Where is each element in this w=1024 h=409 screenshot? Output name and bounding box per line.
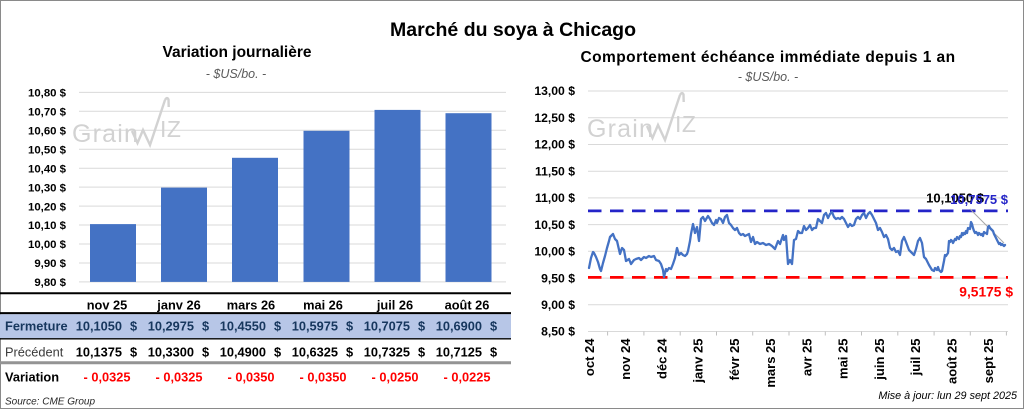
svg-text:$: $ bbox=[202, 345, 209, 360]
svg-text:Comportement échéance immédi: Comportement échéance immédiate depuis 1… bbox=[580, 49, 955, 66]
svg-text:IZ: IZ bbox=[160, 116, 181, 142]
svg-text:9,00 $: 9,00 $ bbox=[541, 298, 575, 312]
svg-text:Mise à jour: lun 29 sept 2025: Mise à jour: lun 29 sept 2025 bbox=[878, 390, 1018, 402]
svg-text:- 0,0250: - 0,0250 bbox=[372, 370, 419, 385]
svg-text:9,80 $: 9,80 $ bbox=[34, 277, 66, 289]
svg-text:Précédent: Précédent bbox=[5, 345, 64, 360]
svg-text:févr 25: févr 25 bbox=[727, 339, 742, 381]
svg-text:9,50 $: 9,50 $ bbox=[541, 271, 575, 285]
svg-text:10,7575 $: 10,7575 $ bbox=[950, 192, 1009, 207]
svg-text:Grain: Grain bbox=[72, 120, 139, 148]
svg-text:10,40 $: 10,40 $ bbox=[28, 163, 67, 175]
svg-text:août 26: août 26 bbox=[445, 298, 490, 313]
svg-text:- 0,0325: - 0,0325 bbox=[84, 370, 131, 385]
svg-text:mai 25: mai 25 bbox=[836, 339, 851, 379]
svg-text:juin 25: juin 25 bbox=[872, 339, 887, 381]
svg-text:10,7125: 10,7125 bbox=[436, 345, 482, 360]
svg-text:oct 24: oct 24 bbox=[582, 338, 597, 376]
svg-text:janv 26: janv 26 bbox=[156, 298, 200, 313]
svg-text:9,5175 $: 9,5175 $ bbox=[959, 285, 1013, 300]
svg-text:9,90 $: 9,90 $ bbox=[34, 258, 66, 270]
svg-text:Variation: Variation bbox=[5, 370, 59, 385]
svg-text:$: $ bbox=[490, 345, 497, 360]
svg-text:10,4900: 10,4900 bbox=[220, 345, 266, 360]
svg-text:10,3300: 10,3300 bbox=[148, 345, 194, 360]
svg-text:Variation journalière: Variation journalière bbox=[162, 44, 311, 61]
svg-text:10,60 $: 10,60 $ bbox=[28, 126, 67, 138]
svg-text:mars 26: mars 26 bbox=[227, 298, 275, 313]
svg-text:$: $ bbox=[130, 345, 137, 360]
svg-text:10,7325: 10,7325 bbox=[364, 345, 410, 360]
svg-text:10,2975: 10,2975 bbox=[148, 319, 194, 334]
svg-text:$: $ bbox=[130, 319, 137, 334]
svg-text:Grain: Grain bbox=[587, 115, 654, 143]
svg-text:10,50 $: 10,50 $ bbox=[28, 145, 67, 157]
svg-text:8,50 $: 8,50 $ bbox=[541, 325, 575, 339]
svg-text:10,6900: 10,6900 bbox=[436, 319, 482, 334]
svg-text:10,10 $: 10,10 $ bbox=[28, 220, 67, 232]
svg-text:$: $ bbox=[346, 345, 353, 360]
svg-text:10,80 $: 10,80 $ bbox=[28, 88, 67, 100]
svg-text:$: $ bbox=[274, 345, 281, 360]
svg-text:10,30 $: 10,30 $ bbox=[28, 182, 67, 194]
svg-text:$: $ bbox=[274, 319, 281, 334]
svg-text:- $US/bo. -: - $US/bo. - bbox=[738, 70, 798, 84]
svg-text:déc 24: déc 24 bbox=[654, 338, 669, 379]
svg-text:$: $ bbox=[346, 319, 353, 334]
svg-text:11,50 $: 11,50 $ bbox=[535, 164, 575, 178]
svg-text:12,00 $: 12,00 $ bbox=[534, 138, 575, 152]
svg-text:- 0,0350: - 0,0350 bbox=[300, 370, 347, 385]
svg-text:nov 24: nov 24 bbox=[618, 338, 633, 380]
svg-text:$: $ bbox=[418, 319, 425, 334]
svg-text:avr 25: avr 25 bbox=[799, 339, 814, 377]
svg-text:Source: CME Group: Source: CME Group bbox=[5, 397, 95, 408]
svg-text:10,70 $: 10,70 $ bbox=[28, 107, 67, 119]
svg-text:août 25: août 25 bbox=[945, 339, 960, 385]
svg-text:10,20 $: 10,20 $ bbox=[28, 201, 67, 213]
svg-text:10,1375: 10,1375 bbox=[76, 345, 122, 360]
svg-text:12,50 $: 12,50 $ bbox=[534, 111, 575, 125]
svg-text:IZ: IZ bbox=[675, 111, 696, 137]
svg-text:10,4550: 10,4550 bbox=[220, 319, 266, 334]
svg-text:10,1050: 10,1050 bbox=[76, 319, 122, 334]
svg-text:- 0,0225: - 0,0225 bbox=[444, 370, 491, 385]
svg-text:$: $ bbox=[418, 345, 425, 360]
svg-text:- 0,0325: - 0,0325 bbox=[156, 370, 203, 385]
svg-text:mai 26: mai 26 bbox=[303, 298, 343, 313]
svg-text:$: $ bbox=[490, 319, 497, 334]
svg-text:janv 25: janv 25 bbox=[691, 339, 706, 384]
svg-text:Fermeture: Fermeture bbox=[5, 319, 68, 334]
svg-text:- 0,0350: - 0,0350 bbox=[228, 370, 275, 385]
svg-text:11,00 $: 11,00 $ bbox=[535, 191, 575, 205]
svg-text:10,5975: 10,5975 bbox=[292, 319, 338, 334]
svg-text:10,7075: 10,7075 bbox=[364, 319, 410, 334]
svg-text:10,50 $: 10,50 $ bbox=[534, 218, 575, 232]
svg-text:juil 25: juil 25 bbox=[908, 339, 923, 377]
svg-text:- $US/bo. -: - $US/bo. - bbox=[206, 67, 266, 81]
svg-text:10,00 $: 10,00 $ bbox=[28, 239, 67, 251]
svg-text:$: $ bbox=[202, 319, 209, 334]
svg-text:13,00 $: 13,00 $ bbox=[534, 84, 575, 98]
svg-text:10,6325: 10,6325 bbox=[292, 345, 338, 360]
svg-text:sept 25: sept 25 bbox=[981, 339, 996, 384]
svg-text:juil 26: juil 26 bbox=[376, 298, 413, 313]
svg-text:nov 25: nov 25 bbox=[87, 298, 128, 313]
svg-text:Marché du soya à Chicago: Marché du soya à Chicago bbox=[390, 19, 636, 41]
svg-text:mars 25: mars 25 bbox=[763, 339, 778, 388]
svg-text:10,1050 $: 10,1050 $ bbox=[926, 191, 985, 206]
svg-text:10,00 $: 10,00 $ bbox=[534, 245, 575, 259]
